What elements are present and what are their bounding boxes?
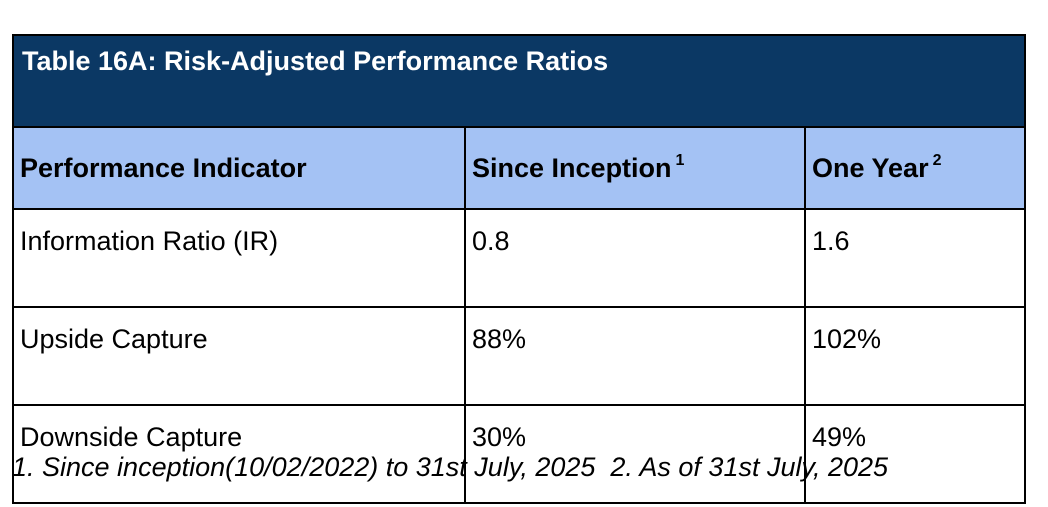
header-one-year: One Year 2 [803,126,1027,210]
header-label: Since Inception [472,153,672,183]
since-inception-cell: 88% [464,306,806,406]
risk-adjusted-performance-table: Table 16A: Risk-Adjusted Performance Rat… [11,34,1027,504]
table-title-row: Table 16A: Risk-Adjusted Performance Rat… [11,34,1027,128]
header-label: One Year [812,153,929,183]
table-row: Information Ratio (IR) 0.8 1.6 [12,208,1027,308]
since-inception-cell: 30% [464,404,806,504]
indicator-cell: Downside Capture [12,404,466,504]
footnote-marker: 2 [932,152,942,169]
footnote-marker: 1 [675,152,685,169]
table-row: Downside Capture 30% 49% [12,404,1027,504]
table-title: Table 16A: Risk-Adjusted Performance Rat… [11,34,1027,128]
performance-table-container: Table 16A: Risk-Adjusted Performance Rat… [11,34,1027,504]
table-header-row: Performance Indicator Since Inception 1 O… [12,126,1027,210]
since-inception-cell: 0.8 [464,208,806,308]
table-row: Upside Capture 88% 102% [12,306,1027,406]
header-performance-indicator: Performance Indicator [12,126,466,210]
header-label: Performance Indicator [20,152,307,183]
one-year-cell: 49% [803,404,1027,504]
header-since-inception: Since Inception 1 [464,126,806,210]
indicator-cell: Upside Capture [12,306,466,406]
one-year-cell: 102% [803,306,1027,406]
indicator-cell: Information Ratio (IR) [12,208,466,308]
table-footnote: 1. Since inception(10/02/2022) to 31st J… [12,452,889,482]
one-year-cell: 1.6 [803,208,1027,308]
